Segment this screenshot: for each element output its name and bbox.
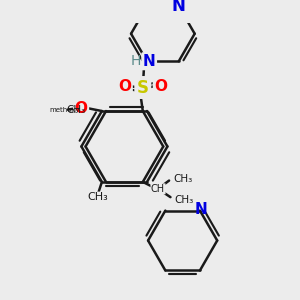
Text: S: S [137, 79, 149, 97]
Text: H: H [131, 54, 141, 68]
Text: CH₃: CH₃ [175, 195, 194, 205]
Text: N: N [143, 54, 155, 69]
Text: O: O [75, 101, 88, 116]
Text: CH₃: CH₃ [173, 174, 193, 184]
Text: CH: CH [151, 184, 165, 194]
Text: CH₃: CH₃ [87, 192, 108, 202]
Text: N: N [172, 0, 186, 15]
Text: O: O [118, 79, 131, 94]
Text: methoxy: methoxy [50, 107, 80, 113]
Text: O: O [154, 79, 167, 94]
Text: N: N [195, 202, 208, 217]
Text: CH₃: CH₃ [67, 105, 86, 115]
